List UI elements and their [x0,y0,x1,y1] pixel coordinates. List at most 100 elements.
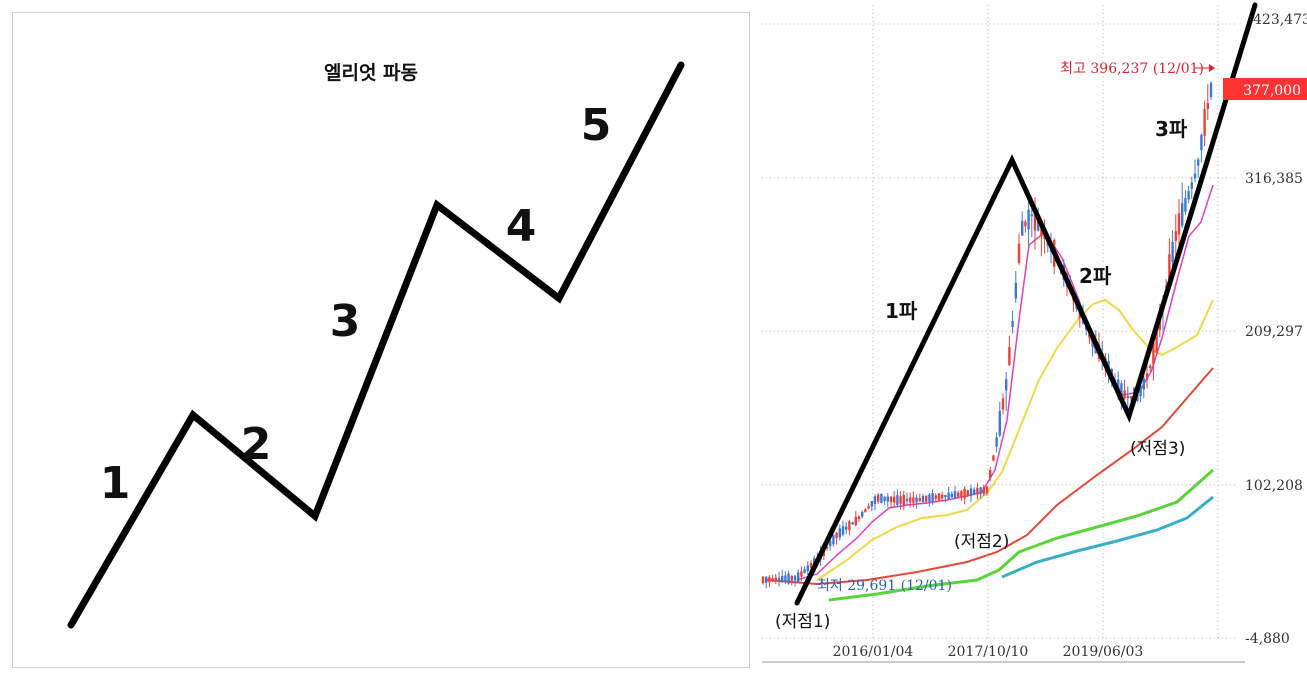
candle-body [793,575,797,581]
candle-body [905,498,909,502]
candle-body [1168,254,1171,282]
candle-body [1129,396,1133,399]
candle-body [777,577,781,581]
candle-body [1033,209,1037,231]
candle-body [912,497,915,503]
candle-body [1193,173,1197,179]
moving-average-longest [1001,495,1214,579]
candle-body [790,575,793,581]
candle-body [861,511,864,517]
candle-body [838,528,841,538]
candle-body [941,494,944,499]
y-tick-2: 316,385 [1245,171,1303,187]
wave-label-2: 2 [241,419,272,470]
candle-body [1024,221,1027,227]
candle-body [957,492,960,497]
candle-body [889,496,893,503]
candle-body [784,575,787,582]
y-tick-4: 102,208 [1245,478,1303,494]
stock-chart-panel: 423,473 316,385 209,297 102,208 -4,880 2… [757,0,1307,673]
candle-body [1149,365,1152,369]
candle-body [1200,134,1203,151]
candle-body [1197,159,1200,166]
candle-body [1014,282,1017,299]
candle-body [765,576,768,583]
candle-body [1123,390,1126,399]
candle-body [995,437,998,447]
candle-body [825,546,829,549]
candle-body [918,497,921,502]
candle-body [902,495,905,505]
candle-body [947,492,950,500]
candle-body [1181,203,1184,226]
candle-body [931,493,934,503]
candle-body [985,486,989,494]
wave-label-4: 4 [506,201,537,252]
candle-body [857,516,861,520]
candle-body [841,526,845,535]
y-tick-5: -4,880 [1245,631,1290,647]
elliott-wave-panel: 엘리엇 파동 1 2 3 4 5 [12,12,750,668]
candle-body [787,573,790,584]
y-tick-3: 209,297 [1245,324,1303,340]
candle-body [835,532,838,539]
candle-body [893,496,896,503]
candle-body [921,495,925,503]
candle-body [832,534,835,545]
high-arrowhead-icon [1209,64,1215,72]
candle-body [1027,209,1030,230]
candle-body [877,494,880,502]
candle-body [1184,198,1187,212]
candle-body [896,495,899,505]
candle-body [973,489,976,495]
candle-body [1142,378,1145,390]
candle-body [1005,379,1008,391]
candle-body [809,563,813,568]
candle-body [979,487,982,495]
candle-body [998,410,1001,436]
candle-body [1001,398,1005,410]
low-point-3: (저점3) [1130,439,1185,459]
candle-body [1120,383,1123,401]
candle-body [1017,243,1021,263]
candle-body [870,501,873,507]
candle-body [851,522,854,525]
current-price-label: 377,000 [1243,83,1301,99]
candle-body [937,493,941,501]
candle-body [1209,82,1213,98]
candle-body [969,488,973,497]
current-price-tag [1223,78,1307,100]
candle-body [845,526,848,530]
candle-body [761,576,765,584]
moving-average-long [766,367,1214,586]
candle-body [1152,342,1155,365]
candle-body [771,578,774,581]
high-annotation: 최고 396,237 (12/01) [1060,61,1204,77]
wave-annotation-1: 1파 [885,299,918,323]
elliott-wave-line [67,61,685,629]
x-tick-1: 2016/01/04 [833,644,914,660]
candle-body [774,577,777,581]
candle-body [915,497,918,503]
candle-body [1008,347,1011,365]
candle-body [864,509,867,513]
candle-body [867,505,870,509]
wave-label-1: 1 [100,458,131,509]
elliott-title: 엘리엇 파동 [324,62,418,84]
candle-body [1155,327,1158,353]
candle-body [1037,220,1040,231]
candle-body [1126,395,1129,399]
candle-body [803,569,806,574]
candle-body [944,495,947,498]
candle-body [1203,109,1206,136]
candle-body [989,470,992,478]
wave-annotation-3: 3파 [1155,117,1188,141]
candle-body [768,576,771,583]
candle-body [1174,231,1177,241]
candle-body [873,496,877,505]
candle-body [1021,221,1024,236]
wave-annotation-2: 2파 [1079,264,1112,288]
candle-body [848,521,851,531]
candle-body [899,496,902,504]
candle-body [976,487,979,495]
